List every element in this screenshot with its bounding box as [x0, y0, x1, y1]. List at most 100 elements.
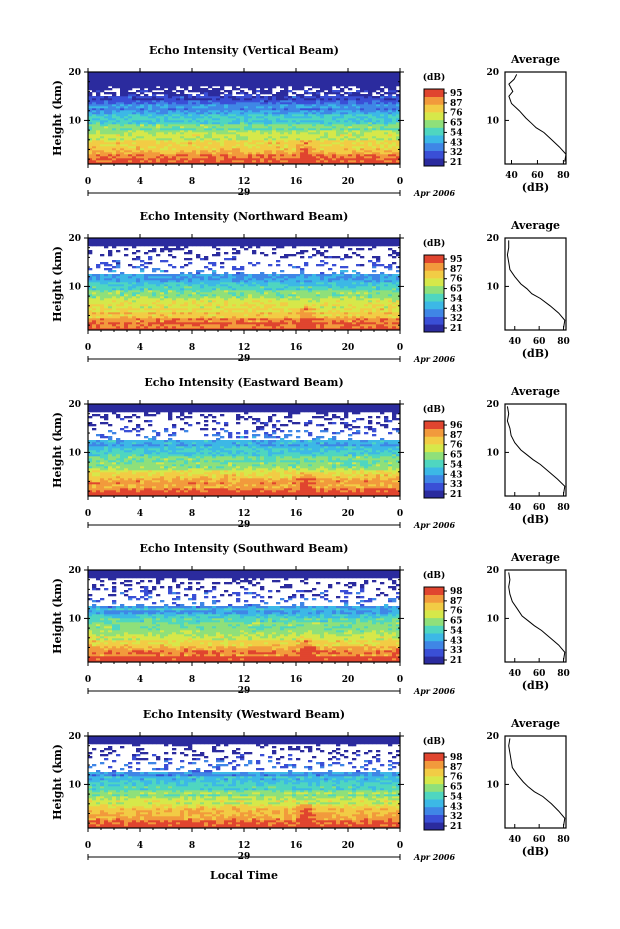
- heatmap-cell: [220, 274, 225, 277]
- heatmap-cell: [232, 326, 237, 329]
- colorbar-tick-label: 32: [450, 148, 463, 158]
- heatmap-cell: [268, 82, 273, 85]
- heatmap-cell: [112, 298, 117, 301]
- heatmap-cell: [280, 154, 285, 157]
- heatmap-cell: [264, 130, 269, 133]
- heatmap-cell: [212, 264, 217, 267]
- heatmap-cell: [396, 118, 401, 121]
- heatmap-cell: [108, 162, 113, 165]
- heatmap-cell: [228, 316, 233, 319]
- heatmap-cell: [200, 290, 205, 293]
- heatmap-cell: [136, 150, 141, 153]
- heatmap-cell: [204, 310, 209, 313]
- heatmap-cell: [244, 120, 249, 123]
- heatmap-cell: [172, 110, 177, 113]
- heatmap-cell: [292, 76, 297, 79]
- heatmap-cell: [192, 310, 197, 313]
- heatmap-cell: [312, 162, 317, 165]
- heatmap-cell: [136, 278, 141, 281]
- heatmap-cell: [148, 312, 153, 315]
- heatmap-cell: [332, 82, 337, 85]
- heatmap-cell: [172, 242, 177, 245]
- heatmap-cell: [272, 102, 277, 105]
- heatmap-cell: [152, 114, 157, 117]
- heatmap-cell: [116, 72, 121, 75]
- heatmap-cell: [240, 238, 245, 241]
- heatmap-cell: [88, 140, 93, 143]
- heatmap-cell: [232, 252, 237, 255]
- heatmap-cell: [112, 276, 117, 279]
- heatmap-cell: [116, 108, 121, 111]
- heatmap-cell: [144, 72, 149, 75]
- heatmap-cell: [224, 300, 229, 303]
- heatmap-cell: [352, 124, 357, 127]
- heatmap-cell: [156, 78, 161, 81]
- heatmap-cell: [112, 240, 117, 243]
- heatmap-cell: [264, 158, 269, 161]
- heatmap-cell: [128, 242, 133, 245]
- heatmap-cell: [296, 138, 301, 141]
- heatmap-cell: [132, 132, 137, 135]
- heatmap-cell: [292, 110, 297, 113]
- heatmap-cell: [88, 244, 93, 247]
- heatmap-cell: [232, 82, 237, 85]
- heatmap-cell: [188, 96, 193, 99]
- heatmap-cell: [320, 96, 325, 99]
- heatmap-cell: [160, 306, 165, 309]
- heatmap-cell: [224, 142, 229, 145]
- heatmap-cell: [356, 72, 361, 75]
- heatmap-cell: [216, 286, 221, 289]
- heatmap-cell: [96, 90, 101, 93]
- heatmap-cell: [184, 126, 189, 129]
- heatmap-cell: [160, 126, 165, 129]
- heatmap-cell: [244, 326, 249, 329]
- heatmap-cell: [152, 104, 157, 107]
- heatmap-cell: [236, 88, 241, 91]
- heatmap-cell: [360, 118, 365, 121]
- heatmap-cell: [200, 72, 205, 75]
- heatmap-cell: [372, 152, 377, 155]
- heatmap-cell: [376, 84, 381, 87]
- heatmap-cell: [156, 300, 161, 303]
- heatmap-cell: [88, 322, 93, 325]
- heatmap-cell: [180, 134, 185, 137]
- heatmap-cell: [136, 154, 141, 157]
- heatmap-cell: [132, 140, 137, 143]
- heatmap-cell: [388, 106, 393, 109]
- heatmap-cell: [228, 96, 233, 99]
- heatmap-cell: [160, 102, 165, 105]
- heatmap-cell: [176, 246, 181, 249]
- heatmap-cell: [252, 108, 257, 111]
- heatmap-cell: [240, 106, 245, 109]
- heatmap-cell: [136, 74, 141, 77]
- heatmap-cell: [168, 240, 173, 243]
- heatmap-cell: [136, 94, 141, 97]
- heatmap-cell: [144, 108, 149, 111]
- heatmap-cell: [376, 96, 381, 99]
- heatmap-cell: [180, 84, 185, 87]
- heatmap-cell: [212, 128, 217, 131]
- heatmap-cell: [200, 280, 205, 283]
- heatmap-cell: [88, 78, 93, 81]
- heatmap-cell: [172, 248, 177, 251]
- heatmap-cell: [308, 98, 313, 101]
- heatmap-cell: [248, 304, 253, 307]
- heatmap-cell: [224, 328, 229, 331]
- heatmap-cell: [228, 102, 233, 105]
- heatmap-cell: [116, 152, 121, 155]
- heatmap-cell: [260, 84, 265, 87]
- heatmap-cell: [156, 102, 161, 105]
- heatmap-cell: [264, 144, 269, 147]
- heatmap-cell: [208, 78, 213, 81]
- heatmap-cell: [236, 316, 241, 319]
- heatmap-cell: [220, 104, 225, 107]
- heatmap-cell: [344, 126, 349, 129]
- heatmap-cell: [276, 128, 281, 131]
- heatmap-cell: [240, 142, 245, 145]
- heatmap-cell: [296, 158, 301, 161]
- heatmap-cell: [164, 294, 169, 297]
- heatmap-cell: [220, 160, 225, 163]
- heatmap-cell: [108, 104, 113, 107]
- heatmap-cell: [344, 130, 349, 133]
- heatmap-cell: [208, 140, 213, 143]
